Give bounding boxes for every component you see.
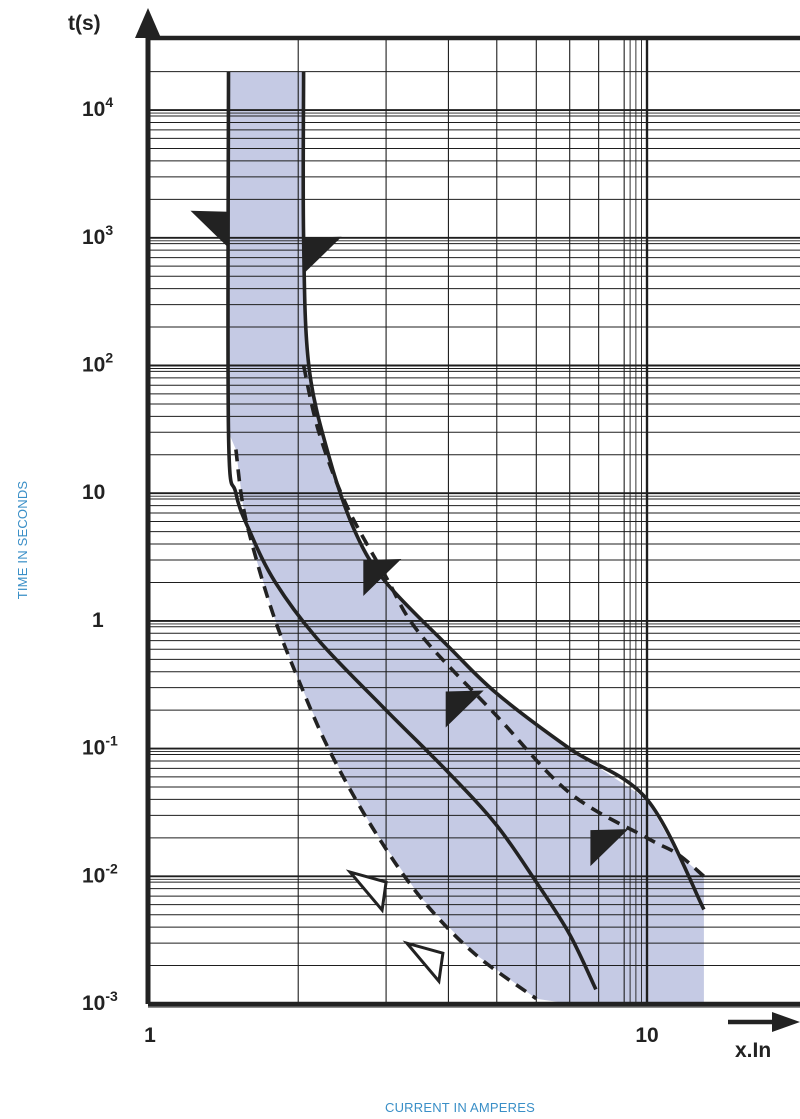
y-tick-label: 1 xyxy=(92,609,104,632)
y-tick-label: 10-3 xyxy=(82,988,118,1015)
solid-trip-curve xyxy=(301,71,706,911)
y-axis-title: TIME IN SECONDS xyxy=(15,481,30,600)
dashed-limit-curve xyxy=(234,449,538,1001)
y-tick-label: 103 xyxy=(82,222,113,249)
x-axis-arrow-icon xyxy=(772,1012,800,1032)
tripping-band-fill xyxy=(228,71,704,1004)
x-axis-title: CURRENT IN AMPERES xyxy=(385,1100,535,1115)
y-tick-label: 104 xyxy=(82,94,113,121)
x-axis-unit-label: x.In xyxy=(735,1039,771,1062)
y-tick-label: 10-2 xyxy=(82,860,118,887)
filled-marker-triangle xyxy=(303,236,342,274)
y-axis-unit-label: t(s) xyxy=(68,12,101,35)
x-tick-labels: 1 10 xyxy=(144,1024,659,1047)
x-tick-label: 10 xyxy=(635,1024,658,1047)
y-tick-label: 10 xyxy=(82,481,105,504)
tripping-band-area xyxy=(228,71,704,1004)
x-tick-label: 1 xyxy=(144,1024,156,1047)
y-axis-arrow-icon xyxy=(135,8,161,38)
y-tick-label: 102 xyxy=(82,350,113,377)
filled-marker-triangle xyxy=(445,690,484,728)
axes-frame xyxy=(135,8,800,1032)
hollow-marker-triangle xyxy=(402,940,445,985)
filled-marker-triangle xyxy=(190,210,229,248)
curve-markers xyxy=(190,210,629,985)
filled-marker-triangle xyxy=(363,559,402,596)
curves xyxy=(226,71,706,1001)
solid-trip-curve xyxy=(226,71,598,991)
filled-marker-triangle xyxy=(590,829,629,867)
hollow-marker-triangle xyxy=(345,869,388,914)
y-tick-label: 10-1 xyxy=(82,733,118,760)
dashed-limit-curve xyxy=(301,365,706,878)
